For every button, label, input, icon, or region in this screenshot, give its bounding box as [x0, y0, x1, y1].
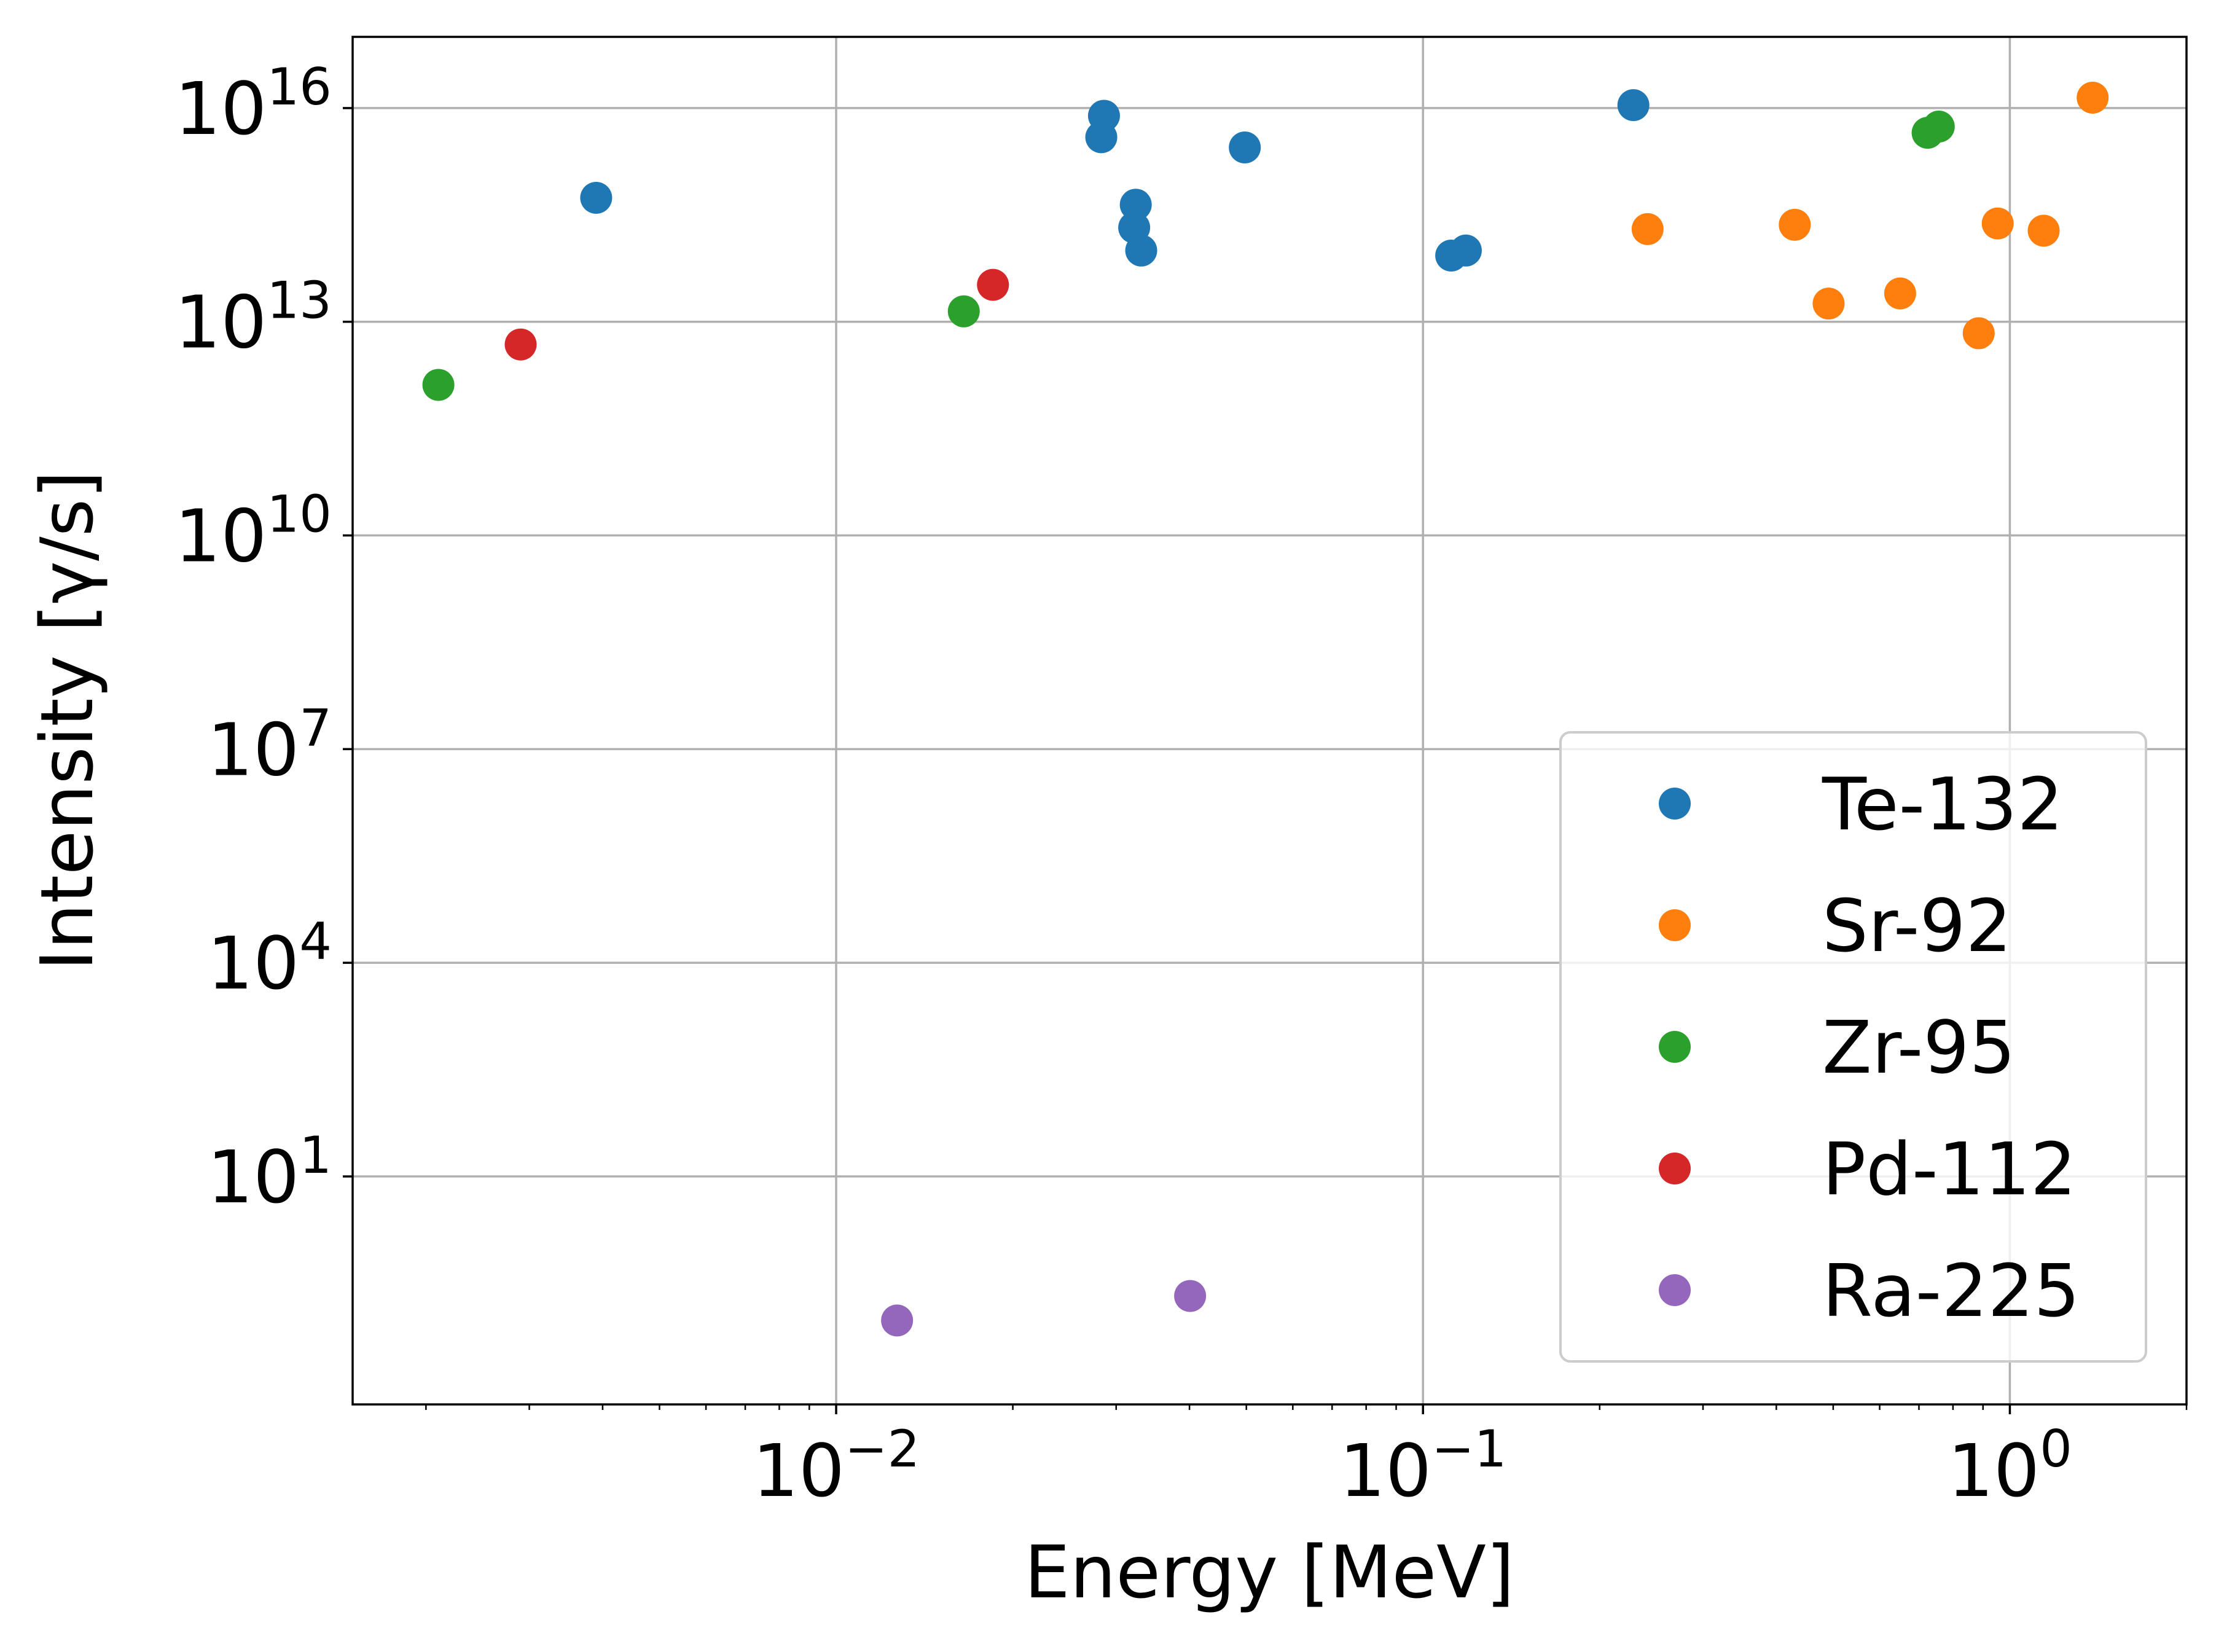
legend-marker-te-132: [1659, 788, 1691, 820]
axes-frame: [351, 36, 2188, 1406]
data-point-zr-95: [947, 295, 980, 327]
legend-label-sr-92: Sr-92: [1822, 883, 2012, 968]
data-point-zr-95: [422, 369, 455, 401]
y-tick-label: 1010: [174, 485, 332, 579]
x-tick-label: 10−1: [1339, 1419, 1507, 1513]
data-point-sr-92: [1779, 208, 1811, 241]
data-points: [422, 81, 2109, 1337]
data-point-sr-92: [1631, 213, 1664, 245]
x-tick-label: 100: [1948, 1419, 2072, 1513]
data-point-te-132: [1229, 131, 1261, 164]
legend-label-ra-225: Ra-225: [1822, 1248, 2080, 1333]
data-point-pd-112: [977, 268, 1009, 301]
x-axis-label: Energy [MeV]: [1024, 1530, 1514, 1615]
legend-marker-ra-225: [1659, 1274, 1691, 1306]
y-tick-label: 101: [207, 1125, 332, 1219]
data-point-te-132: [1125, 234, 1157, 267]
legend-label-pd-112: Pd-112: [1822, 1127, 2077, 1212]
data-point-zr-95: [1922, 111, 1955, 143]
legend-box: [1559, 731, 2147, 1363]
y-tick-label: 1013: [174, 271, 332, 365]
data-point-sr-92: [2027, 214, 2060, 247]
legend-label-te-132: Te-132: [1822, 762, 2063, 847]
legend-marker-zr-95: [1659, 1031, 1691, 1063]
data-point-sr-92: [1884, 277, 1916, 310]
data-point-pd-112: [504, 328, 537, 361]
data-point-te-132: [1085, 121, 1118, 154]
x-axis-ticks: 10−2 10−1 100: [425, 1404, 2188, 1513]
data-point-sr-92: [1812, 288, 1845, 320]
legend: Te-132 Sr-92 Zr-95 Pd-112 Ra-225: [1559, 731, 2147, 1363]
data-point-te-132: [1617, 89, 1650, 122]
data-point-sr-92: [1981, 207, 2014, 240]
legend-items: Te-132 Sr-92 Zr-95 Pd-112 Ra-225: [1659, 762, 2080, 1333]
y-tick-label: 1016: [174, 57, 332, 151]
data-point-ra-225: [1174, 1280, 1207, 1312]
y-tick-label: 107: [207, 698, 332, 792]
data-point-sr-92: [2077, 81, 2109, 114]
data-point-ra-225: [881, 1304, 914, 1337]
legend-label-zr-95: Zr-95: [1822, 1005, 2016, 1090]
data-point-te-132: [1449, 234, 1482, 267]
y-axis-ticks: 101 104 107 1010 1013 1016: [174, 57, 353, 1219]
legend-marker-sr-92: [1659, 909, 1691, 941]
data-point-te-132: [1119, 189, 1152, 221]
y-axis-label: Intensity [γ/s]: [25, 471, 109, 971]
legend-marker-pd-112: [1659, 1153, 1691, 1184]
data-point-sr-92: [1962, 317, 1995, 350]
x-tick-label: 10−2: [753, 1419, 920, 1513]
y-tick-label: 104: [207, 912, 332, 1006]
data-point-te-132: [580, 181, 613, 214]
